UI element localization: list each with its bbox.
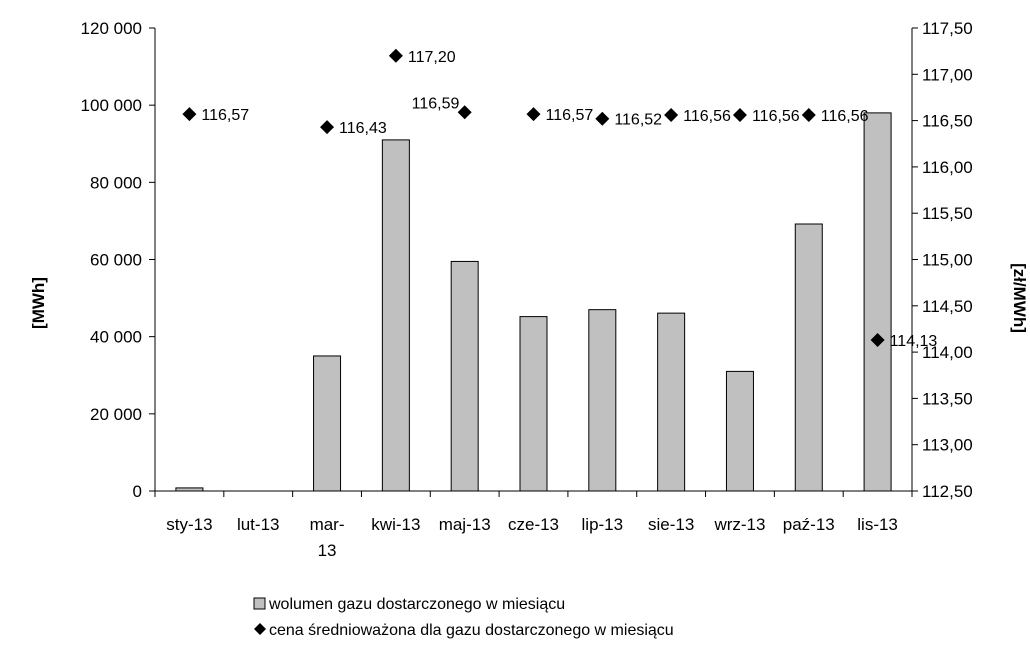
bar xyxy=(381,139,410,492)
x-tick-label: lis-13 xyxy=(857,515,898,534)
x-tick-label: lut-13 xyxy=(237,515,280,534)
axes: 0 20 000 40 000 60 000 80 000 100 000 120 000 1… xyxy=(81,19,973,501)
x-tick-label: cze-13 xyxy=(508,515,559,534)
left-axis-title: [MWh] xyxy=(29,277,48,329)
price-point xyxy=(870,333,885,348)
left-tick-label: 80 000 xyxy=(90,173,142,192)
price-label: 116,52 xyxy=(614,112,662,129)
left-tick-label: 0 xyxy=(133,482,142,501)
right-tick-label: 112,50 xyxy=(922,482,973,501)
right-tick-label: 113,50 xyxy=(922,389,973,408)
right-tick-label: 114,50 xyxy=(922,297,973,316)
x-tick-label: sty-13 xyxy=(166,515,212,534)
price-point xyxy=(595,111,610,126)
right-tick-label: 115,50 xyxy=(922,204,973,223)
right-tick-label: 113,00 xyxy=(922,436,973,455)
price-point xyxy=(732,108,747,123)
x-tick-label: wrz-13 xyxy=(713,515,765,534)
price-label: 116,57 xyxy=(546,107,594,124)
right-tick-label: 115,00 xyxy=(922,251,973,270)
bar xyxy=(794,223,823,492)
x-tick-label: 13 xyxy=(318,541,337,560)
price-point xyxy=(526,107,541,122)
price-point xyxy=(801,108,816,123)
bar xyxy=(450,260,479,492)
x-tick-label: lip-13 xyxy=(582,515,624,534)
right-axis-title: [zł/MWh] xyxy=(1010,263,1029,333)
price-point xyxy=(182,107,197,122)
right-tick-label: 116,50 xyxy=(922,112,973,131)
legend-bar-swatch xyxy=(253,597,266,610)
x-tick-label: kwi-13 xyxy=(371,515,420,534)
right-tick-label: 114,00 xyxy=(922,343,973,362)
left-tick-label: 100 000 xyxy=(81,96,142,115)
price-label: 116,59 xyxy=(412,95,460,112)
bar xyxy=(175,487,204,492)
legend-price-label: cena średnioważona dla gazu dostarczoneg… xyxy=(269,622,674,639)
x-tick-label: paź-13 xyxy=(783,515,835,534)
price-point xyxy=(664,108,679,123)
x-axis-labels: sty-13 lut-13 mar- 13 kwi-13 maj-13 cze-13 lip-… xyxy=(166,515,898,560)
price-point xyxy=(457,105,472,120)
bars-series xyxy=(175,112,892,492)
bar xyxy=(725,370,754,492)
left-tick-label: 20 000 xyxy=(90,405,142,424)
price-label: 116,56 xyxy=(821,108,869,125)
x-tick-label: maj-13 xyxy=(439,515,491,534)
price-point xyxy=(320,120,335,135)
price-series: 116,57 116,43 117,20 116,59 116,57 116,52 116,… xyxy=(182,48,938,350)
legend-diamond-icon xyxy=(254,623,266,635)
price-label: 114,13 xyxy=(890,333,938,350)
price-label: 116,43 xyxy=(339,120,387,137)
right-tick-label: 116,00 xyxy=(922,158,973,177)
price-point xyxy=(388,48,403,63)
bar xyxy=(519,316,548,492)
x-tick-label: sie-13 xyxy=(648,515,694,534)
bar xyxy=(588,309,617,492)
price-label: 117,20 xyxy=(408,49,456,66)
price-label: 116,56 xyxy=(683,108,731,125)
legend: wolumen gazu dostarczonego w miesiącu ce… xyxy=(253,596,674,639)
right-tick-label: 117,50 xyxy=(922,19,973,38)
right-tick-label: 117,00 xyxy=(922,65,973,84)
left-tick-label: 120 000 xyxy=(81,19,142,38)
bar xyxy=(863,112,892,492)
bar xyxy=(657,312,686,492)
left-tick-label: 60 000 xyxy=(90,251,142,270)
price-label: 116,57 xyxy=(201,107,249,124)
x-tick-label: mar- xyxy=(310,515,345,534)
bar xyxy=(313,355,342,492)
left-tick-label: 40 000 xyxy=(90,328,142,347)
legend-bar-label: wolumen gazu dostarczonego w miesiącu xyxy=(268,596,565,613)
price-label: 116,56 xyxy=(752,108,800,125)
